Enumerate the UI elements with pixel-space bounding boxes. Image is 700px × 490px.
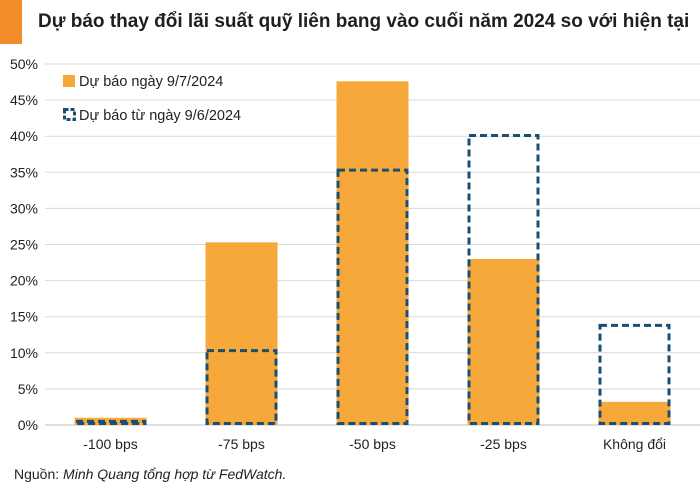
- legend-label-filled: Dự báo ngày 9/7/2024: [79, 74, 223, 90]
- x-tick-label: Không đổi: [603, 436, 666, 452]
- bar-forecast-2024-06-09: [336, 168, 409, 425]
- y-tick-label: 5%: [18, 381, 38, 397]
- legend-swatch-filled: [63, 75, 75, 87]
- y-tick-label: 45%: [10, 92, 38, 108]
- y-tick-label: 25%: [10, 237, 38, 253]
- source-prefix: Nguồn:: [14, 466, 64, 482]
- y-tick-label: 50%: [10, 56, 38, 72]
- y-tick-label: 20%: [10, 273, 38, 289]
- x-tick-label: -75 bps: [218, 436, 265, 452]
- bar-forecast-2024-07-09: [336, 81, 409, 425]
- legend-swatch-dashed: [63, 108, 76, 121]
- x-tick-label: -100 bps: [83, 436, 137, 452]
- source-text: Minh Quang tổng hợp từ FedWatch.: [63, 466, 287, 482]
- bar-forecast-2024-07-09: [467, 258, 540, 425]
- y-tick-label: 10%: [10, 345, 38, 361]
- legend-label-dashed: Dự báo từ ngày 9/6/2024: [79, 108, 241, 124]
- title-accent: [0, 0, 22, 44]
- title-bar: Dự báo thay đổi lãi suất quỹ liên bang v…: [0, 0, 700, 46]
- y-tick-label: 15%: [10, 309, 38, 325]
- y-tick-label: 0%: [18, 417, 38, 433]
- y-tick-label: 30%: [10, 200, 38, 216]
- bar-forecast-2024-07-09: [205, 242, 278, 425]
- chart-title: Dự báo thay đổi lãi suất quỹ liên bang v…: [38, 11, 690, 32]
- bar-forecast-2024-06-09: [467, 133, 540, 425]
- bar-forecast-2024-06-09: [205, 349, 278, 425]
- bar-forecast-2024-07-09: [598, 401, 671, 425]
- bar-forecast-2024-06-09: [598, 323, 671, 426]
- source-note: Nguồn: Minh Quang tổng hợp từ FedWatch.: [14, 466, 286, 482]
- bar-forecast-2024-06-09: [74, 419, 147, 426]
- y-tick-label: 40%: [10, 128, 38, 144]
- x-tick-label: -50 bps: [349, 436, 396, 452]
- y-tick-label: 35%: [10, 164, 38, 180]
- x-tick-label: -25 bps: [480, 436, 527, 452]
